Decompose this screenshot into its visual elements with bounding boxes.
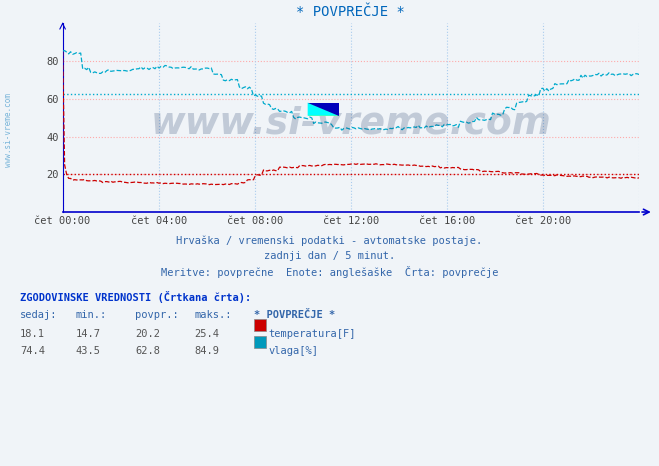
Text: sedaj:: sedaj:	[20, 310, 57, 320]
Polygon shape	[308, 103, 339, 116]
Text: 14.7: 14.7	[76, 329, 101, 338]
Text: maks.:: maks.:	[194, 310, 232, 320]
Text: 20.2: 20.2	[135, 329, 160, 338]
Text: temperatura[F]: temperatura[F]	[268, 329, 356, 338]
Text: povpr.:: povpr.:	[135, 310, 179, 320]
Text: 84.9: 84.9	[194, 346, 219, 356]
Text: ZGODOVINSKE VREDNOSTI (Črtkana črta):: ZGODOVINSKE VREDNOSTI (Črtkana črta):	[20, 291, 251, 303]
Text: www.si-vreme.com: www.si-vreme.com	[4, 94, 13, 167]
Polygon shape	[308, 103, 339, 116]
Text: 43.5: 43.5	[76, 346, 101, 356]
Text: zadnji dan / 5 minut.: zadnji dan / 5 minut.	[264, 251, 395, 260]
Text: 25.4: 25.4	[194, 329, 219, 338]
Text: Hrvaška / vremenski podatki - avtomatske postaje.: Hrvaška / vremenski podatki - avtomatske…	[177, 235, 482, 246]
Text: vlaga[%]: vlaga[%]	[268, 346, 318, 356]
Text: www.si-vreme.com: www.si-vreme.com	[150, 105, 552, 141]
Text: Meritve: povprečne  Enote: anglešaške  Črta: povprečje: Meritve: povprečne Enote: anglešaške Črt…	[161, 266, 498, 278]
Text: 62.8: 62.8	[135, 346, 160, 356]
Text: * POVPREČJE *: * POVPREČJE *	[254, 310, 335, 320]
Text: 18.1: 18.1	[20, 329, 45, 338]
Text: min.:: min.:	[76, 310, 107, 320]
FancyBboxPatch shape	[308, 103, 339, 116]
Text: 74.4: 74.4	[20, 346, 45, 356]
Title: * POVPREČJE *: * POVPREČJE *	[297, 5, 405, 20]
